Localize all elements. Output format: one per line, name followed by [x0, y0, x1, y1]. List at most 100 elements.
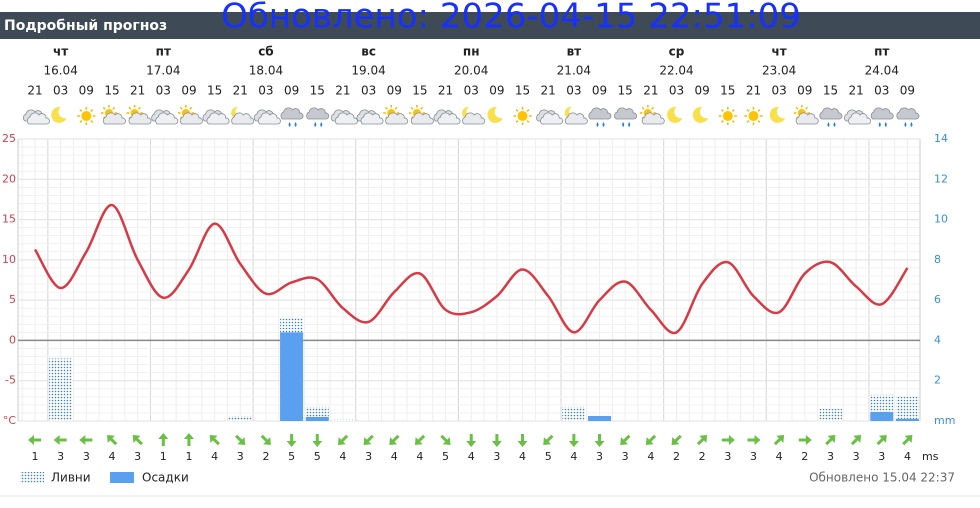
arrow-shape: [517, 434, 528, 447]
wind-speed: 5: [442, 450, 449, 463]
weather-icon: [896, 107, 920, 127]
weather-icon: [462, 106, 486, 125]
hour-label: 03: [874, 84, 889, 98]
arrow-shape: [107, 435, 118, 446]
wind-arrow: [286, 434, 297, 447]
wind-speed: 4: [570, 450, 577, 463]
arrow-shape: [158, 433, 169, 446]
hour-label: 21: [541, 84, 556, 98]
wind-arrow: [209, 435, 220, 446]
wind-arrow: [543, 434, 554, 445]
sun: [748, 111, 759, 121]
sun-ray: [746, 109, 750, 112]
arrow-shape: [363, 434, 374, 445]
sun-ray: [128, 106, 132, 110]
hour-label: 15: [310, 84, 325, 98]
rain-drop: [314, 122, 323, 127]
wind-speed: 5: [288, 450, 295, 463]
weather-icon: [588, 107, 612, 127]
sun-ray: [757, 120, 761, 123]
hour-label: 03: [566, 84, 581, 98]
sun-ray: [79, 109, 83, 112]
arrow-shape: [902, 435, 913, 446]
cloud: [206, 112, 230, 125]
arrow-shape: [79, 435, 93, 445]
wind-arrow: [594, 434, 605, 447]
arrow-shape: [414, 434, 426, 445]
day-name: чт: [53, 45, 68, 59]
sun-ray: [420, 106, 424, 110]
cloud: [102, 112, 126, 125]
moon: [692, 106, 709, 123]
weather-icon: [564, 106, 588, 125]
wind-arrow: [517, 434, 528, 447]
cloud: [179, 112, 203, 125]
weather-icon: [536, 109, 564, 125]
hour-label: 03: [361, 84, 376, 98]
hour-label: 15: [618, 84, 633, 98]
hour-label: 03: [464, 84, 479, 98]
cloud: [614, 107, 638, 120]
arrow-shape: [747, 435, 761, 445]
cloud: [870, 107, 894, 120]
weather-icon: [77, 107, 96, 125]
y-tick-label: 5: [9, 293, 16, 306]
sun-ray: [746, 120, 750, 123]
cloud: [128, 112, 152, 125]
wind-speed: 3: [853, 450, 860, 463]
wind-arrow: [568, 434, 579, 447]
weather-icon: [408, 105, 434, 125]
hour-label: 09: [79, 84, 94, 98]
shower-bar: [331, 418, 355, 421]
sun-ray: [179, 106, 183, 110]
weather-icon: [151, 109, 179, 125]
arrow-shape: [671, 434, 682, 445]
moon: [769, 106, 786, 123]
wind-arrow: [28, 435, 41, 445]
day-date: 24.04: [865, 64, 899, 78]
wind-speed: 3: [83, 450, 90, 463]
moon: [51, 106, 67, 123]
hour-label: 21: [335, 84, 350, 98]
cloud: [231, 112, 255, 125]
y-tick-label: 20: [2, 172, 16, 185]
weather-icon: [614, 107, 638, 127]
weather-icon: [667, 106, 683, 123]
wind-speed: 4: [468, 450, 475, 463]
sun-ray: [515, 109, 519, 112]
rain-drop: [622, 122, 631, 127]
wind-arrow: [312, 434, 323, 447]
cloud: [819, 107, 843, 120]
hour-label: 21: [130, 84, 145, 98]
weather-icon: [692, 106, 709, 123]
arrow-shape: [28, 435, 41, 445]
day-date: 21.04: [557, 64, 591, 78]
day-date: 20.04: [454, 64, 488, 78]
hour-label: 21: [746, 84, 761, 98]
arrow-shape: [825, 435, 836, 446]
weather-icon: [22, 109, 50, 125]
header-title: Подробный прогноз: [4, 18, 167, 34]
weather-icon: [100, 105, 126, 125]
hour-label: 03: [53, 84, 68, 98]
weather-icon: [793, 105, 819, 125]
day-date: 23.04: [762, 64, 796, 78]
arrow-shape: [696, 435, 708, 446]
weather-icon: [487, 106, 503, 123]
arrow-shape: [312, 434, 323, 447]
wind-arrow: [53, 435, 67, 445]
wind-speed: 4: [416, 450, 423, 463]
wind-arrow: [850, 435, 862, 446]
moon: [487, 106, 503, 123]
wind-speed: 5: [314, 450, 321, 463]
wind-speed: 3: [596, 450, 603, 463]
cloud: [795, 112, 819, 125]
sun-ray: [137, 106, 141, 110]
sun-ray: [112, 106, 116, 110]
weather-icon: [253, 109, 281, 125]
hour-label: 03: [156, 84, 171, 98]
day-date: 16.04: [43, 64, 77, 78]
arrow-shape: [773, 435, 785, 446]
wind-speed: 1: [160, 450, 167, 463]
